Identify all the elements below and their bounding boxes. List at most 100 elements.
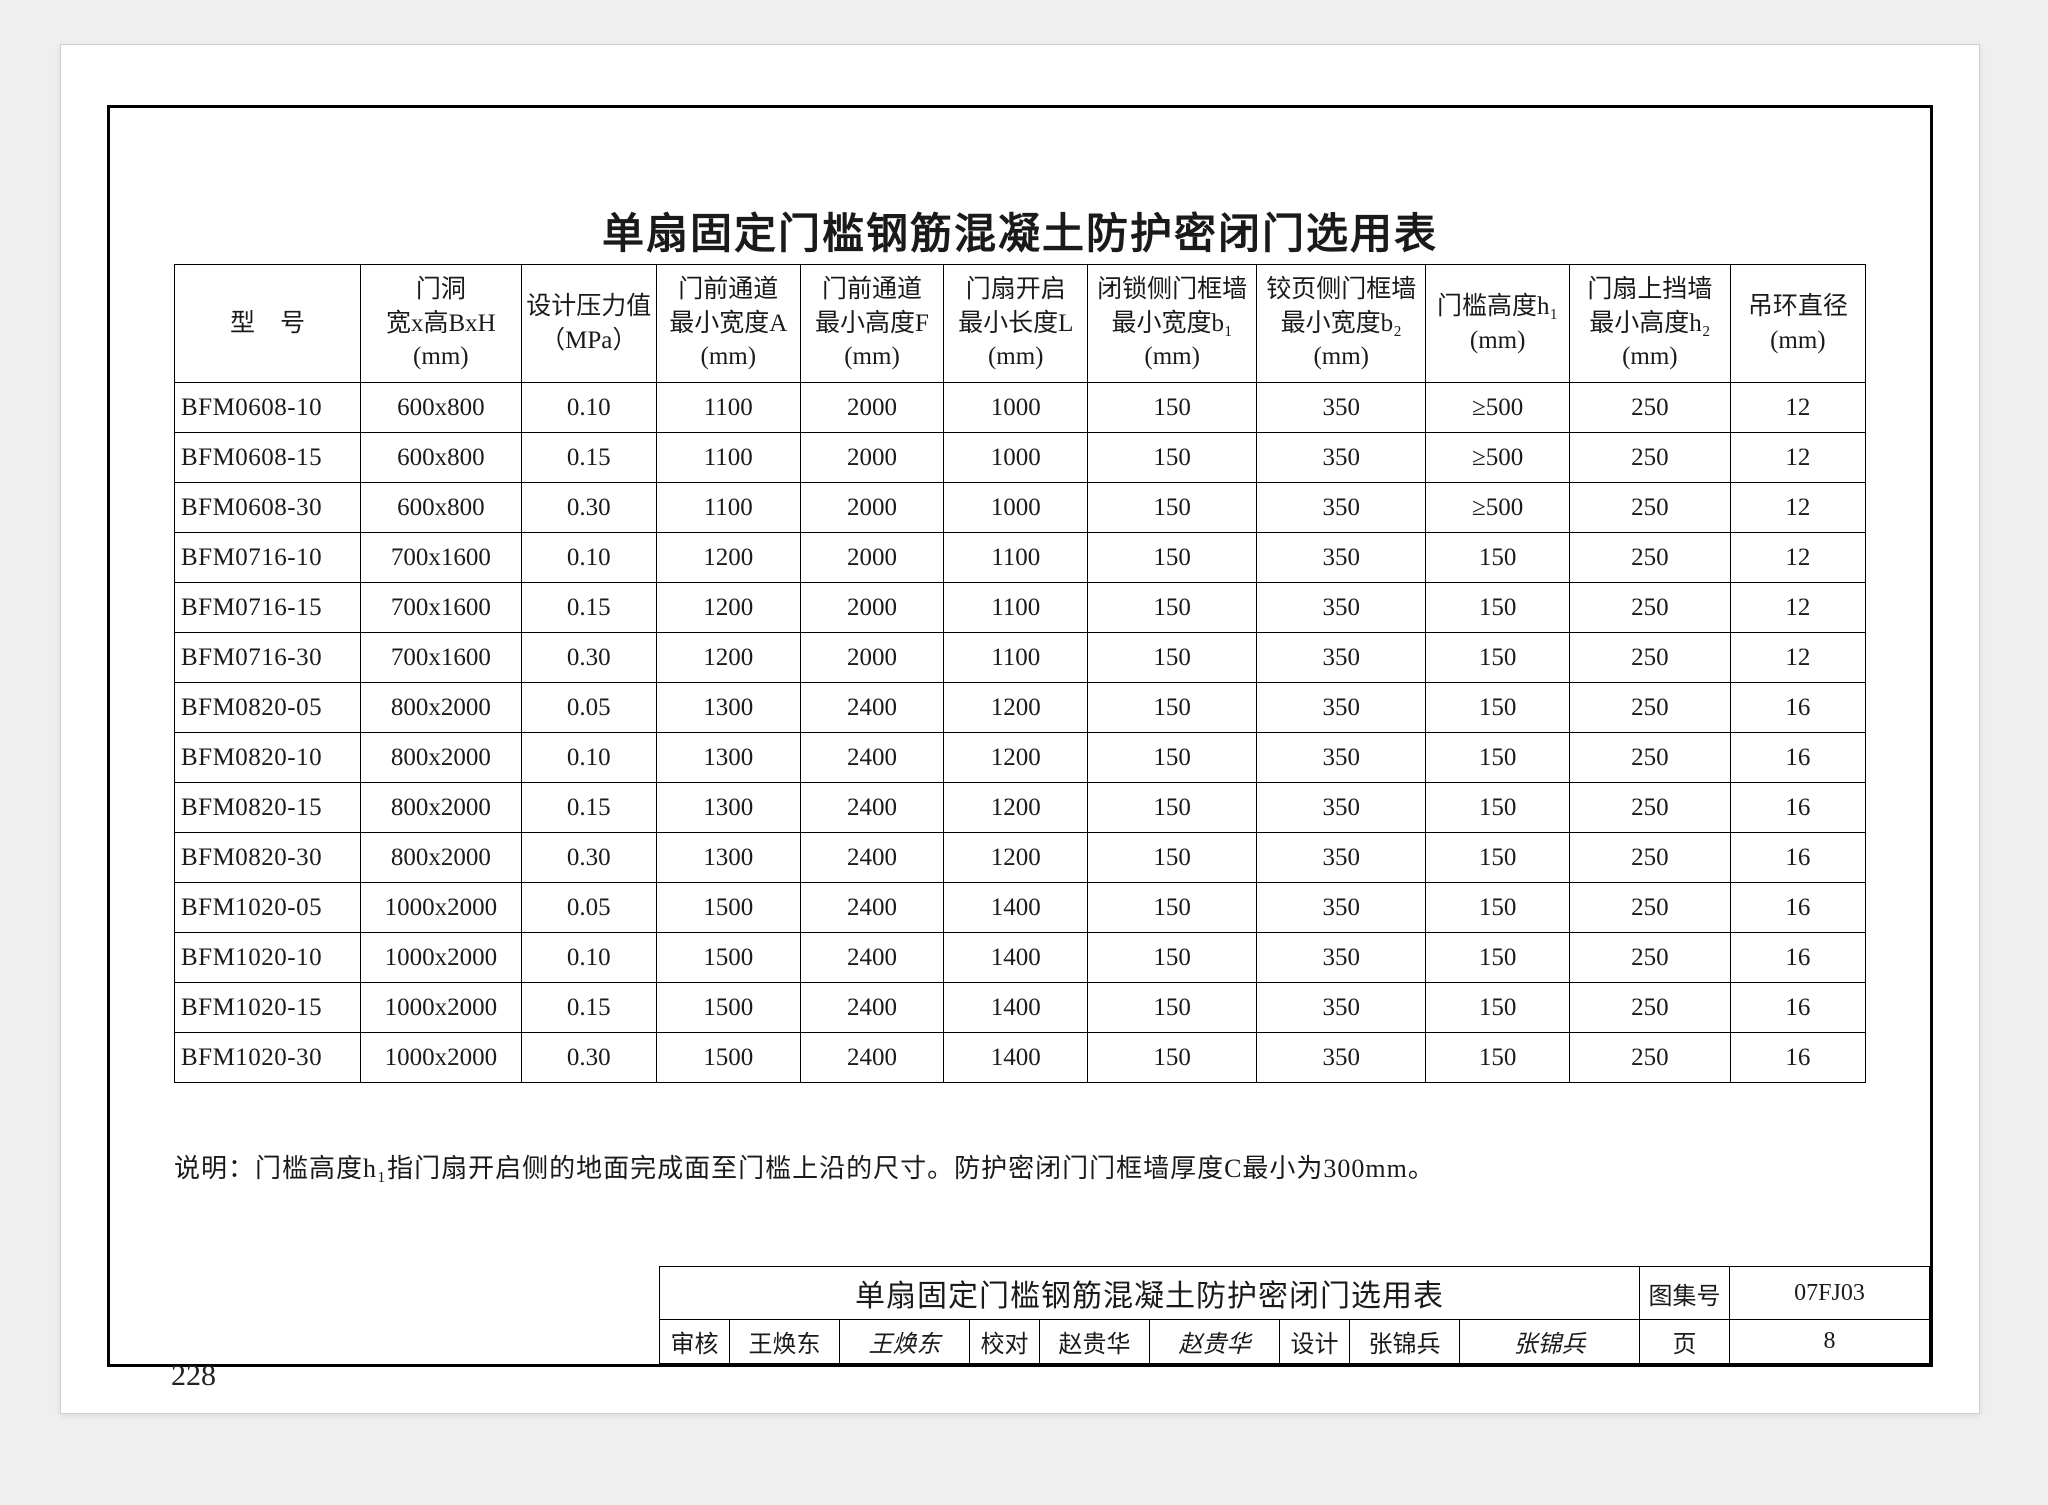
model-cell: BFM0608-15 <box>175 433 361 483</box>
model-cell: BFM0820-10 <box>175 733 361 783</box>
table-row: BFM0820-05800x20000.05130024001200150350… <box>175 683 1866 733</box>
data-cell: 16 <box>1730 933 1865 983</box>
data-cell: ≥500 <box>1426 433 1570 483</box>
data-cell: 0.05 <box>521 683 656 733</box>
tb-reviewer: 王焕东 <box>730 1320 840 1364</box>
data-cell: 0.15 <box>521 433 656 483</box>
data-cell: 1200 <box>944 733 1088 783</box>
data-cell: 350 <box>1257 833 1426 883</box>
data-cell: 150 <box>1088 433 1257 483</box>
data-cell: 0.15 <box>521 583 656 633</box>
data-cell: 1100 <box>944 583 1088 633</box>
data-cell: 2000 <box>800 533 944 583</box>
data-cell: 1200 <box>656 633 800 683</box>
tb-designer: 张锦兵 <box>1350 1320 1460 1364</box>
data-cell: 150 <box>1426 783 1570 833</box>
model-cell: BFM0716-30 <box>175 633 361 683</box>
data-cell: 0.30 <box>521 483 656 533</box>
tb-caption: 单扇固定门槛钢筋混凝土防护密闭门选用表 <box>660 1267 1640 1320</box>
data-cell: 250 <box>1570 533 1731 583</box>
data-cell: 350 <box>1257 533 1426 583</box>
tb-drawing-set-label: 图集号 <box>1640 1267 1730 1320</box>
tb-drawing-set-value: 07FJ03 <box>1730 1267 1930 1320</box>
data-cell: 150 <box>1426 633 1570 683</box>
data-cell: 0.05 <box>521 883 656 933</box>
data-cell: 1100 <box>656 483 800 533</box>
data-cell: 350 <box>1257 633 1426 683</box>
data-cell: 2400 <box>800 783 944 833</box>
data-cell: 1400 <box>944 933 1088 983</box>
data-cell: 1500 <box>656 983 800 1033</box>
title-block: 单扇固定门槛钢筋混凝土防护密闭门选用表 图集号 07FJ03 审核 王焕东 王焕… <box>659 1266 1930 1364</box>
table-row: BFM1020-151000x20000.1515002400140015035… <box>175 983 1866 1033</box>
data-cell: 150 <box>1426 983 1570 1033</box>
data-cell: 1100 <box>944 533 1088 583</box>
data-cell: 2400 <box>800 733 944 783</box>
data-cell: 700x1600 <box>361 633 522 683</box>
data-cell: 800x2000 <box>361 683 522 733</box>
spec-thead: 型 号门洞 宽x高BxH (mm)设计压力值 （MPa）门前通道 最小宽度A (… <box>175 265 1866 383</box>
tb-reviewer-sig: 王焕东 <box>840 1320 970 1364</box>
data-cell: 1100 <box>944 633 1088 683</box>
table-row: BFM1020-051000x20000.0515002400140015035… <box>175 883 1866 933</box>
note-text: 说明：门槛高度h₁指门扇开启侧的地面完成面至门槛上沿的尺寸。防护密闭门门框墙厚度… <box>174 1148 1866 1185</box>
model-cell: BFM0820-30 <box>175 833 361 883</box>
data-cell: 150 <box>1088 583 1257 633</box>
model-cell: BFM1020-10 <box>175 933 361 983</box>
data-cell: 150 <box>1426 733 1570 783</box>
data-cell: 800x2000 <box>361 733 522 783</box>
col-header: 铰页侧门框墙 最小宽度b₂ (mm) <box>1257 265 1426 383</box>
data-cell: 250 <box>1570 383 1731 433</box>
model-cell: BFM0820-05 <box>175 683 361 733</box>
tb-checker: 赵贵华 <box>1040 1320 1150 1364</box>
data-cell: 1000x2000 <box>361 933 522 983</box>
table-row: BFM0716-15700x16000.15120020001100150350… <box>175 583 1866 633</box>
model-cell: BFM0608-30 <box>175 483 361 533</box>
data-cell: 150 <box>1426 833 1570 883</box>
data-cell: 800x2000 <box>361 783 522 833</box>
data-cell: 0.10 <box>521 383 656 433</box>
data-cell: 1200 <box>944 783 1088 833</box>
table-row: BFM0608-30600x8000.30110020001000150350≥… <box>175 483 1866 533</box>
model-cell: BFM1020-15 <box>175 983 361 1033</box>
data-cell: 700x1600 <box>361 583 522 633</box>
data-cell: 16 <box>1730 1033 1865 1083</box>
data-cell: 12 <box>1730 533 1865 583</box>
tb-row-2: 审核 王焕东 王焕东 校对 赵贵华 赵贵华 设计 张锦兵 张锦兵 页 8 <box>660 1320 1930 1364</box>
data-cell: 16 <box>1730 833 1865 883</box>
spec-table-wrap: 型 号门洞 宽x高BxH (mm)设计压力值 （MPa）门前通道 最小宽度A (… <box>174 264 1866 1083</box>
data-cell: 350 <box>1257 483 1426 533</box>
col-header: 吊环直径 (mm) <box>1730 265 1865 383</box>
data-cell: 150 <box>1088 633 1257 683</box>
data-cell: 150 <box>1088 733 1257 783</box>
data-cell: 350 <box>1257 383 1426 433</box>
outer-page-number: 228 <box>171 1359 216 1393</box>
data-cell: 1300 <box>656 783 800 833</box>
model-cell: BFM1020-30 <box>175 1033 361 1083</box>
data-cell: 1200 <box>656 533 800 583</box>
data-cell: 150 <box>1426 533 1570 583</box>
data-cell: 0.15 <box>521 983 656 1033</box>
data-cell: 250 <box>1570 633 1731 683</box>
data-cell: 2000 <box>800 383 944 433</box>
data-cell: 2400 <box>800 933 944 983</box>
data-cell: 0.30 <box>521 1033 656 1083</box>
data-cell: 350 <box>1257 933 1426 983</box>
model-cell: BFM0820-15 <box>175 783 361 833</box>
data-cell: ≥500 <box>1426 383 1570 433</box>
data-cell: 1500 <box>656 883 800 933</box>
tb-review-label: 审核 <box>660 1320 730 1364</box>
col-header: 门前通道 最小高度F (mm) <box>800 265 944 383</box>
data-cell: 2000 <box>800 633 944 683</box>
data-cell: 250 <box>1570 983 1731 1033</box>
data-cell: 1300 <box>656 683 800 733</box>
table-row: BFM0820-15800x20000.15130024001200150350… <box>175 783 1866 833</box>
data-cell: 12 <box>1730 583 1865 633</box>
tb-checker-sig: 赵贵华 <box>1150 1320 1280 1364</box>
data-cell: 1300 <box>656 733 800 783</box>
model-cell: BFM0716-10 <box>175 533 361 583</box>
data-cell: 1400 <box>944 1033 1088 1083</box>
tb-row-1: 单扇固定门槛钢筋混凝土防护密闭门选用表 图集号 07FJ03 <box>660 1267 1930 1320</box>
data-cell: 150 <box>1088 933 1257 983</box>
data-cell: 350 <box>1257 1033 1426 1083</box>
